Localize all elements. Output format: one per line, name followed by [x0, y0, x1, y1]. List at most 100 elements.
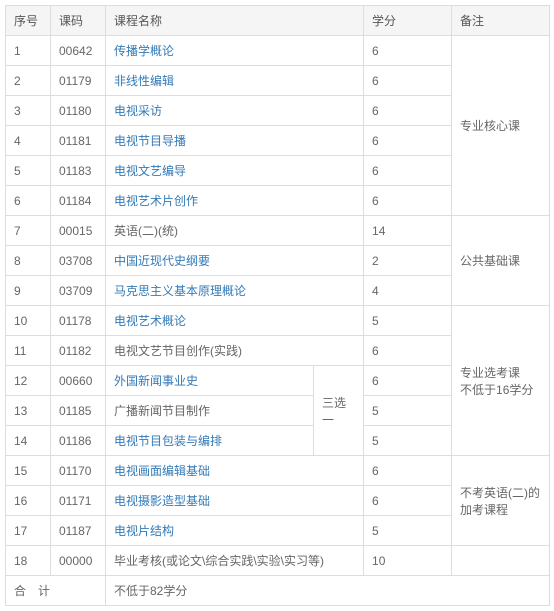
cell-code: 01179: [51, 66, 106, 96]
cell-name: 中国近现代史纲要: [106, 246, 364, 276]
cell-name: 电视艺术概论: [106, 306, 364, 336]
course-link[interactable]: 外国新闻事业史: [114, 374, 198, 388]
cell-opt: 三选一: [314, 366, 364, 456]
cell-note: [452, 546, 550, 576]
cell-credit: 10: [364, 546, 452, 576]
cell-credit: 6: [364, 336, 452, 366]
cell-code: 01180: [51, 96, 106, 126]
cell-seq: 6: [6, 186, 51, 216]
cell-code: 01182: [51, 336, 106, 366]
course-link[interactable]: 传播学概论: [114, 44, 174, 58]
cell-credit: 6: [364, 156, 452, 186]
cell-name: 电视文艺节目创作(实践): [106, 336, 364, 366]
cell-credit: 6: [364, 96, 452, 126]
cell-credit: 4: [364, 276, 452, 306]
cell-name: 广播新闻节目制作: [106, 396, 314, 426]
cell-seq: 14: [6, 426, 51, 456]
table-row: 700015英语(二)(统)14公共基础课: [6, 216, 550, 246]
table-row: 1800000毕业考核(或论文\综合实践\实验\实习等)10: [6, 546, 550, 576]
course-link[interactable]: 电视摄影造型基础: [114, 494, 210, 508]
cell-credit: 6: [364, 186, 452, 216]
cell-credit: 14: [364, 216, 452, 246]
course-link[interactable]: 非线性编辑: [114, 74, 174, 88]
course-link[interactable]: 中国近现代史纲要: [114, 254, 210, 268]
cell-name: 电视节目包装与编排: [106, 426, 314, 456]
cell-name: 外国新闻事业史: [106, 366, 314, 396]
course-link[interactable]: 电视节目导播: [114, 134, 186, 148]
cell-seq: 8: [6, 246, 51, 276]
course-link[interactable]: 电视艺术片创作: [114, 194, 198, 208]
cell-code: 01187: [51, 516, 106, 546]
cell-seq: 1: [6, 36, 51, 66]
cell-seq: 11: [6, 336, 51, 366]
cell-credit: 5: [364, 516, 452, 546]
cell-credit: 6: [364, 456, 452, 486]
cell-code: 01170: [51, 456, 106, 486]
cell-note: 公共基础课: [452, 216, 550, 306]
cell-code: 01171: [51, 486, 106, 516]
course-link[interactable]: 电视艺术概论: [114, 314, 186, 328]
cell-name: 马克思主义基本原理概论: [106, 276, 364, 306]
th-name: 课程名称: [106, 6, 364, 36]
cell-credit: 6: [364, 366, 452, 396]
cell-code: 01178: [51, 306, 106, 336]
cell-seq: 13: [6, 396, 51, 426]
th-note: 备注: [452, 6, 550, 36]
table-row: 1001178电视艺术概论5专业选考课 不低于16学分: [6, 306, 550, 336]
cell-credit: 2: [364, 246, 452, 276]
cell-code: 00015: [51, 216, 106, 246]
cell-code: 00000: [51, 546, 106, 576]
th-code: 课码: [51, 6, 106, 36]
footer-text: 不低于82学分: [106, 576, 550, 606]
cell-seq: 18: [6, 546, 51, 576]
cell-code: 00660: [51, 366, 106, 396]
cell-seq: 15: [6, 456, 51, 486]
cell-name: 非线性编辑: [106, 66, 364, 96]
cell-code: 01183: [51, 156, 106, 186]
footer-label: 合 计: [6, 576, 106, 606]
cell-name: 电视艺术片创作: [106, 186, 364, 216]
cell-credit: 5: [364, 306, 452, 336]
table-row: 1501170电视画面编辑基础6不考英语(二)的加考课程: [6, 456, 550, 486]
cell-credit: 6: [364, 36, 452, 66]
cell-seq: 7: [6, 216, 51, 246]
cell-note: 专业选考课 不低于16学分: [452, 306, 550, 456]
cell-name: 电视摄影造型基础: [106, 486, 364, 516]
cell-seq: 10: [6, 306, 51, 336]
cell-code: 01185: [51, 396, 106, 426]
cell-seq: 3: [6, 96, 51, 126]
cell-name: 电视画面编辑基础: [106, 456, 364, 486]
cell-seq: 9: [6, 276, 51, 306]
cell-name: 电视文艺编导: [106, 156, 364, 186]
cell-seq: 2: [6, 66, 51, 96]
course-link[interactable]: 电视文艺编导: [114, 164, 186, 178]
th-credit: 学分: [364, 6, 452, 36]
cell-seq: 16: [6, 486, 51, 516]
table-row: 100642传播学概论6专业核心课: [6, 36, 550, 66]
cell-name: 传播学概论: [106, 36, 364, 66]
cell-seq: 4: [6, 126, 51, 156]
cell-credit: 6: [364, 66, 452, 96]
cell-code: 01184: [51, 186, 106, 216]
cell-credit: 5: [364, 426, 452, 456]
cell-seq: 17: [6, 516, 51, 546]
course-table: 序号 课码 课程名称 学分 备注 100642传播学概论6专业核心课201179…: [5, 5, 550, 606]
cell-name: 电视片结构: [106, 516, 364, 546]
course-link[interactable]: 电视画面编辑基础: [114, 464, 210, 478]
course-link[interactable]: 电视片结构: [114, 524, 174, 538]
cell-name: 电视采访: [106, 96, 364, 126]
cell-seq: 12: [6, 366, 51, 396]
cell-code: 01186: [51, 426, 106, 456]
cell-name: 英语(二)(统): [106, 216, 364, 246]
cell-credit: 6: [364, 486, 452, 516]
course-link[interactable]: 电视采访: [114, 104, 162, 118]
cell-seq: 5: [6, 156, 51, 186]
cell-code: 01181: [51, 126, 106, 156]
cell-credit: 5: [364, 396, 452, 426]
footer-row: 合 计不低于82学分: [6, 576, 550, 606]
cell-code: 00642: [51, 36, 106, 66]
course-link[interactable]: 马克思主义基本原理概论: [114, 284, 246, 298]
cell-code: 03709: [51, 276, 106, 306]
course-link[interactable]: 电视节目包装与编排: [114, 434, 222, 448]
th-seq: 序号: [6, 6, 51, 36]
